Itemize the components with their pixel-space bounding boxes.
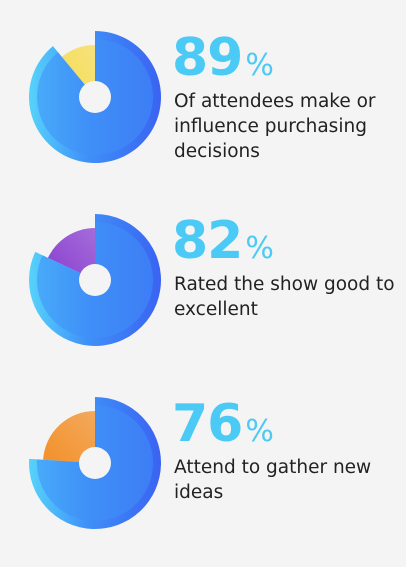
remainder-wedge (43, 411, 95, 463)
stat-value: 89 (172, 28, 243, 88)
stat-number: 89% (172, 28, 274, 96)
pie-chart (29, 214, 161, 346)
stat-suffix: % (245, 48, 274, 83)
stat-block: 76% Attend to gather new ideas (0, 366, 406, 548)
stat-value: 82 (172, 211, 243, 271)
stat-suffix: % (245, 231, 274, 266)
pie-chart (28, 397, 161, 529)
stat-suffix: % (245, 414, 274, 449)
pie-chart (28, 31, 162, 164)
stat-block: 89% Of attendees make or influence purcha… (0, 0, 406, 182)
stat-number: 82% (172, 211, 274, 279)
pie-hole (79, 447, 111, 479)
pie-hole (79, 81, 111, 113)
stat-block: 82% Rated the show good to excellent (0, 183, 406, 365)
stat-caption: Of attendees make or influence purchasin… (174, 91, 376, 162)
remainder-wedge (47, 228, 95, 280)
stat-caption: Rated the show good to excellent (174, 274, 395, 320)
stat-value: 76 (172, 394, 243, 454)
pie-hole (79, 264, 111, 296)
stat-caption: Attend to gather new ideas (174, 457, 372, 503)
stat-number: 76% (172, 394, 274, 462)
